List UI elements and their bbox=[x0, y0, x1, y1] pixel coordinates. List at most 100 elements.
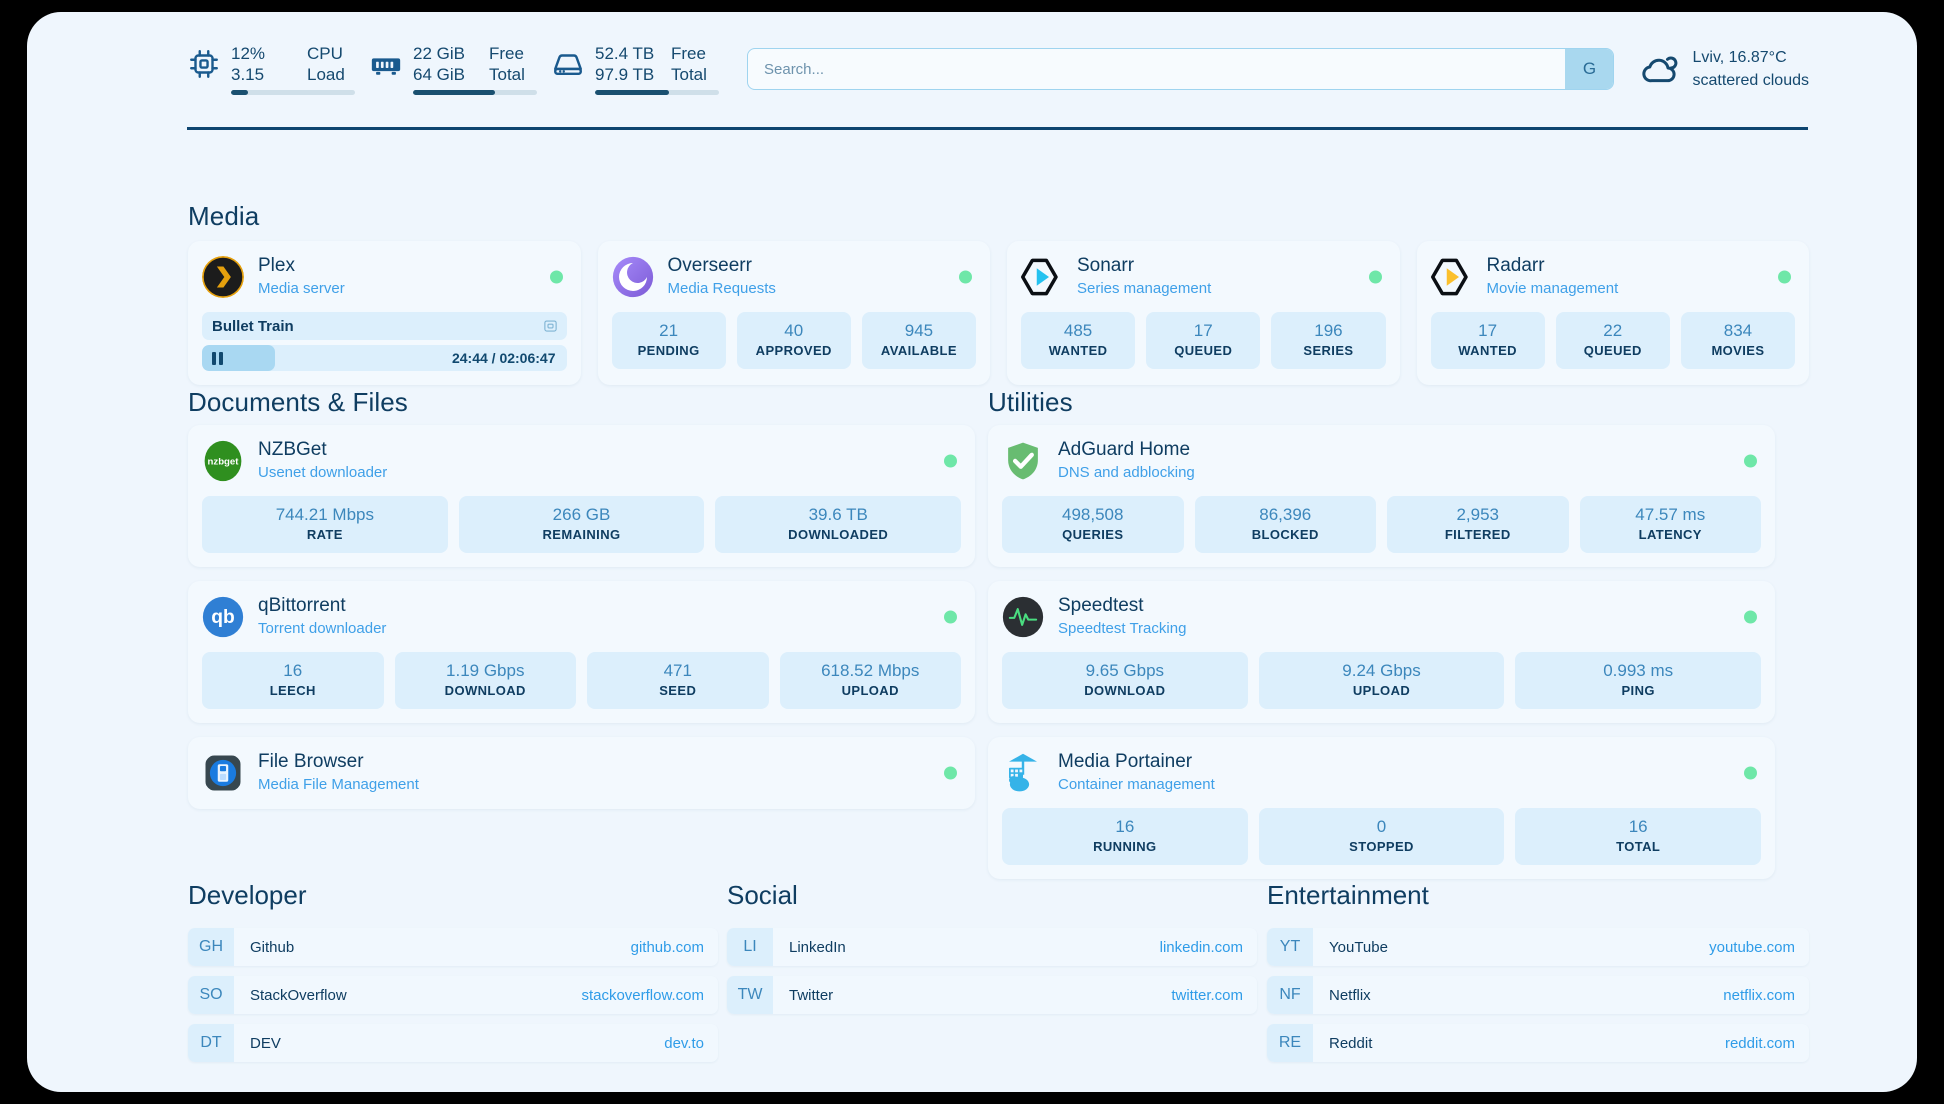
service-name: Plex bbox=[258, 255, 295, 276]
bookmark-group-title: Entertainment bbox=[1267, 880, 1429, 910]
documents-card-column: nzbget NZBGet Usenet downloader 744.21 M… bbox=[188, 425, 975, 809]
stat-tile: 1.19 Gbps DOWNLOAD bbox=[394, 652, 576, 709]
bookmark-url[interactable]: youtube.com bbox=[1709, 938, 1795, 956]
stat-tile: 498,508 QUERIES bbox=[1002, 496, 1184, 553]
stat-value: 196 bbox=[1314, 321, 1343, 340]
stat-tile: 47.57 ms LATENCY bbox=[1579, 496, 1761, 553]
stat-label: STOPPED bbox=[1349, 839, 1414, 854]
bookmark-name: LinkedIn bbox=[789, 938, 846, 956]
stat-label: UPLOAD bbox=[841, 683, 899, 698]
service-card[interactable]: Speedtest Speedtest Tracking 9.65 Gbps D… bbox=[988, 581, 1775, 723]
bookmark-group-title: Social bbox=[727, 880, 798, 910]
stat-value: 618.52 Mbps bbox=[821, 661, 920, 680]
service-name: qBittorrent bbox=[258, 595, 346, 616]
bookmark-item[interactable]: SO StackOverflow stackoverflow.com bbox=[188, 976, 718, 1014]
bookmark-url[interactable]: linkedin.com bbox=[1159, 938, 1243, 956]
weather-location-temp: Lviv, 16.87°C bbox=[1692, 49, 1787, 66]
stat-label: AVAILABLE bbox=[880, 343, 957, 358]
card-header: Radarr Movie management bbox=[1430, 254, 1796, 299]
now-playing-title: Bullet Train bbox=[212, 317, 294, 335]
bookmark-item[interactable]: YT YouTube youtube.com bbox=[1267, 928, 1809, 966]
card-header: Plex Media server bbox=[202, 254, 567, 299]
radarr-icon bbox=[1430, 256, 1473, 298]
service-subtitle: Speedtest Tracking bbox=[1058, 620, 1187, 637]
stat-tile: 485 WANTED bbox=[1021, 312, 1136, 369]
service-card[interactable]: AdGuard Home DNS and adblocking 498,508 … bbox=[988, 425, 1775, 567]
stat-value: 17 bbox=[1193, 321, 1213, 340]
bookmark-item[interactable]: DT DEV dev.to bbox=[188, 1024, 718, 1062]
stat-tile: 17 QUEUED bbox=[1146, 312, 1261, 369]
stat-value: 0 bbox=[1376, 817, 1387, 836]
stat-value: 2,953 bbox=[1456, 505, 1500, 524]
stat-label: SEED bbox=[659, 683, 697, 698]
service-card[interactable]: qb qBittorrent Torrent downloader 16 LEE… bbox=[188, 581, 975, 723]
bookmark-item[interactable]: NF Netflix netflix.com bbox=[1267, 976, 1809, 1014]
status-indicator bbox=[549, 270, 563, 283]
bookmark-item[interactable]: RE Reddit reddit.com bbox=[1267, 1024, 1809, 1062]
cast-icon[interactable] bbox=[543, 319, 558, 334]
resource-label-primary: CPU bbox=[307, 44, 343, 63]
stat-label: PENDING bbox=[637, 343, 700, 358]
stat-tiles: 485 WANTED 17 QUEUED 196 SERIES bbox=[1021, 312, 1386, 369]
stat-tile: 744.21 Mbps RATE bbox=[202, 496, 448, 553]
bookmark-abbr: SO bbox=[188, 976, 234, 1014]
resource-usage-bar bbox=[595, 90, 719, 95]
resource-usage-bar bbox=[413, 90, 537, 95]
service-card[interactable]: Overseerr Media Requests 21 PENDING 40 A… bbox=[597, 241, 990, 385]
stat-value: 16 bbox=[1115, 817, 1135, 836]
service-card[interactable]: File Browser Media File Management bbox=[188, 737, 975, 809]
status-indicator bbox=[959, 270, 972, 283]
adguard-icon bbox=[1002, 440, 1044, 482]
section-title-documents: Documents & Files bbox=[188, 387, 408, 417]
bookmark-url[interactable]: stackoverflow.com bbox=[581, 986, 704, 1004]
bookmark-url[interactable]: reddit.com bbox=[1724, 1034, 1795, 1052]
service-card[interactable]: nzbget NZBGet Usenet downloader 744.21 M… bbox=[188, 425, 975, 567]
stat-value: 47.57 ms bbox=[1635, 505, 1706, 524]
weather-widget[interactable]: Lviv, 16.87°C scattered clouds bbox=[1640, 46, 1809, 92]
bookmark-abbr: YT bbox=[1267, 928, 1313, 966]
service-card[interactable]: Plex Media server Bullet Train 24:44 / 0… bbox=[188, 241, 581, 385]
service-card[interactable]: Sonarr Series management 485 WANTED 17 Q… bbox=[1007, 241, 1400, 385]
bookmark-name: YouTube bbox=[1329, 938, 1388, 956]
stat-value: 744.21 Mbps bbox=[275, 505, 374, 524]
search-input[interactable] bbox=[748, 49, 1566, 89]
stat-tiles: 16 RUNNING 0 STOPPED 16 TOTAL bbox=[1002, 808, 1762, 865]
card-header: Speedtest Speedtest Tracking bbox=[1002, 594, 1761, 639]
bookmark-name: DEV bbox=[250, 1034, 281, 1052]
bookmark-url[interactable]: netflix.com bbox=[1723, 986, 1795, 1004]
service-card[interactable]: Media Portainer Container management 16 … bbox=[988, 737, 1775, 879]
stat-label: FILTERED bbox=[1444, 527, 1511, 542]
stat-tile: 16 LEECH bbox=[202, 652, 384, 709]
bookmark-name: Reddit bbox=[1329, 1034, 1373, 1052]
bookmark-item[interactable]: LI LinkedIn linkedin.com bbox=[727, 928, 1257, 966]
bookmark-item[interactable]: TW Twitter twitter.com bbox=[727, 976, 1257, 1014]
disk-icon bbox=[551, 47, 585, 81]
svg-text:qb: qb bbox=[211, 607, 235, 628]
status-indicator bbox=[1744, 610, 1757, 623]
resource-label-secondary: Total bbox=[489, 65, 525, 84]
stat-label: DOWNLOAD bbox=[1084, 683, 1166, 698]
service-subtitle: Series management bbox=[1077, 280, 1212, 297]
bookmark-url[interactable]: dev.to bbox=[664, 1034, 704, 1052]
card-header: AdGuard Home DNS and adblocking bbox=[1002, 438, 1761, 483]
now-playing-bar[interactable]: Bullet Train bbox=[202, 312, 567, 340]
search-engine-button[interactable]: G bbox=[1565, 49, 1614, 89]
bookmark-url[interactable]: github.com bbox=[630, 938, 704, 956]
bookmark-url[interactable]: twitter.com bbox=[1171, 986, 1243, 1004]
stat-tile: 21 PENDING bbox=[611, 312, 726, 369]
card-header: Sonarr Series management bbox=[1021, 254, 1386, 299]
section-title-media: Media bbox=[188, 201, 260, 231]
status-indicator bbox=[944, 454, 957, 467]
bookmark-item[interactable]: GH Github github.com bbox=[188, 928, 718, 966]
search-bar[interactable]: G bbox=[747, 48, 1615, 90]
bookmark-name: Netflix bbox=[1329, 986, 1371, 1004]
bookmark-abbr: DT bbox=[188, 1024, 234, 1062]
pause-icon[interactable] bbox=[212, 351, 223, 365]
service-card[interactable]: Radarr Movie management 17 WANTED 22 QUE… bbox=[1416, 241, 1809, 385]
stat-value: 40 bbox=[784, 321, 804, 340]
bookmark-name: StackOverflow bbox=[250, 986, 347, 1004]
resource-value-primary: 12% bbox=[231, 44, 266, 63]
playback-progress-bar[interactable]: 24:44 / 02:06:47 bbox=[202, 345, 567, 371]
card-header: Overseerr Media Requests bbox=[612, 254, 977, 299]
stat-tiles: 17 WANTED 22 QUEUED 834 MOVIES bbox=[1430, 312, 1796, 369]
